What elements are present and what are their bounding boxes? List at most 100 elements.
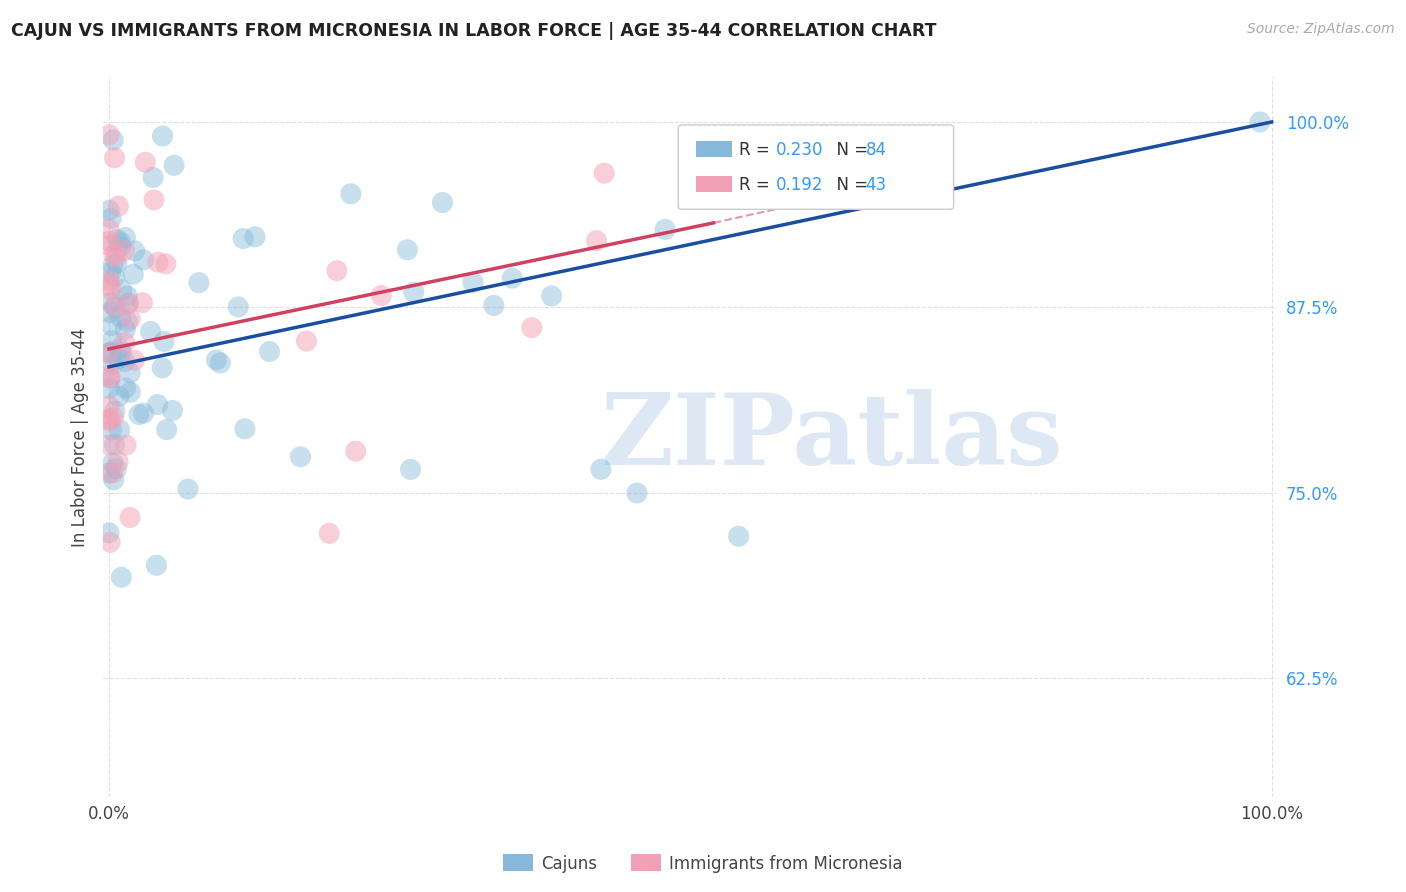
Point <box>98 535 121 549</box>
Point <box>142 170 165 185</box>
Point <box>108 389 131 403</box>
Point <box>209 356 232 370</box>
Point <box>98 295 121 310</box>
Point <box>727 529 749 543</box>
Point <box>120 366 142 380</box>
Point <box>233 422 256 436</box>
Point <box>114 230 136 244</box>
Point <box>156 423 179 437</box>
Point <box>128 408 150 422</box>
Point <box>98 203 121 218</box>
Point <box>370 288 392 302</box>
Point <box>107 455 129 469</box>
Point <box>187 276 209 290</box>
Point <box>111 283 134 297</box>
Point <box>97 346 120 360</box>
Point <box>114 354 136 368</box>
Point <box>344 444 367 458</box>
Point <box>145 558 167 573</box>
Point <box>143 193 166 207</box>
Point <box>118 510 141 524</box>
Point <box>110 310 132 325</box>
Point <box>131 295 153 310</box>
Point <box>232 231 254 245</box>
Point <box>107 351 129 366</box>
Legend: Cajuns, Immigrants from Micronesia: Cajuns, Immigrants from Micronesia <box>496 847 910 880</box>
Point <box>117 296 139 310</box>
Point <box>105 233 128 247</box>
Point <box>105 250 128 264</box>
Point <box>98 238 121 252</box>
Point <box>114 335 136 350</box>
Y-axis label: In Labor Force | Age 35-44: In Labor Force | Age 35-44 <box>72 327 89 547</box>
Point <box>120 311 142 326</box>
Point <box>100 345 122 359</box>
Point <box>105 256 128 270</box>
Point <box>98 381 121 395</box>
Text: R =: R = <box>740 141 775 159</box>
Point <box>100 282 122 296</box>
Point <box>146 255 169 269</box>
Point <box>399 462 422 476</box>
Point <box>402 285 425 300</box>
Text: 0.192: 0.192 <box>776 176 823 194</box>
Text: 43: 43 <box>866 176 887 194</box>
Point <box>1249 115 1271 129</box>
Point <box>340 186 363 201</box>
Point <box>205 353 228 368</box>
Point <box>114 322 136 336</box>
Text: Source: ZipAtlas.com: Source: ZipAtlas.com <box>1247 22 1395 37</box>
Point <box>100 318 122 333</box>
Point <box>134 155 156 169</box>
Text: 84: 84 <box>866 141 887 159</box>
Point <box>124 244 146 258</box>
Point <box>108 423 131 437</box>
Point <box>101 357 124 371</box>
Point <box>98 525 121 540</box>
Text: R =: R = <box>740 176 775 194</box>
Point <box>117 297 139 311</box>
Point <box>98 371 121 385</box>
Point <box>593 166 616 180</box>
Point <box>107 199 129 213</box>
Point <box>540 289 562 303</box>
Point <box>98 279 121 293</box>
Point <box>110 346 132 360</box>
Point <box>103 473 125 487</box>
Point <box>98 412 121 426</box>
Point <box>104 301 127 315</box>
Point <box>162 403 184 417</box>
Point <box>103 438 125 452</box>
Point <box>100 370 122 384</box>
Point <box>110 570 132 584</box>
Point <box>139 325 162 339</box>
Point <box>98 128 121 142</box>
Point <box>177 482 200 496</box>
Point <box>153 334 176 349</box>
Text: 0.230: 0.230 <box>776 141 823 159</box>
Point <box>432 195 454 210</box>
Point <box>152 128 174 143</box>
Point <box>461 276 484 290</box>
Point <box>103 248 125 262</box>
Point <box>318 526 340 541</box>
Text: CAJUN VS IMMIGRANTS FROM MICRONESIA IN LABOR FORCE | AGE 35-44 CORRELATION CHART: CAJUN VS IMMIGRANTS FROM MICRONESIA IN L… <box>11 22 936 40</box>
Point <box>110 235 132 249</box>
Point <box>585 234 607 248</box>
Text: N =: N = <box>827 176 873 194</box>
Point <box>98 222 121 236</box>
Point <box>101 466 124 480</box>
Point <box>98 438 121 452</box>
Point <box>117 315 139 329</box>
Point <box>98 234 121 248</box>
Point <box>103 269 125 284</box>
Point <box>100 265 122 279</box>
Point <box>120 385 142 400</box>
Point <box>103 133 125 147</box>
Point <box>520 320 543 334</box>
Point <box>98 347 121 361</box>
Point <box>101 258 124 272</box>
Point <box>115 289 138 303</box>
Point <box>100 211 122 226</box>
Point <box>98 466 121 480</box>
